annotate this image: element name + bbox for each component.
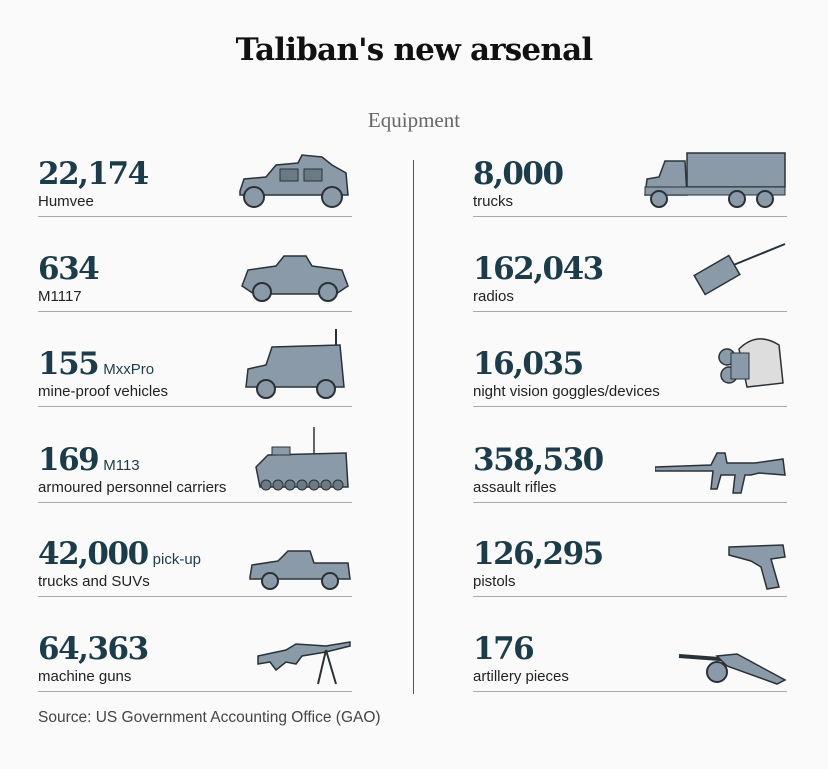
- equipment-item: 8,000 trucks: [473, 152, 787, 217]
- humvee-icon: [236, 151, 352, 216]
- equipment-count: 155 MxxPro: [38, 346, 154, 388]
- equipment-label: pistols: [473, 573, 516, 590]
- count-value: 16,035: [473, 346, 584, 382]
- count-value: 634: [38, 251, 100, 287]
- count-value: 22,174: [38, 156, 149, 192]
- pistol-icon: [727, 543, 787, 596]
- equipment-item: 64,363 machine guns: [38, 631, 352, 692]
- equipment-type: M113: [103, 457, 140, 474]
- count-value: 358,530: [473, 442, 604, 478]
- equipment-count: 358,530: [473, 442, 604, 478]
- equipment-label: mine-proof vehicles: [38, 383, 169, 400]
- machine-gun-icon: [256, 632, 352, 691]
- count-value: 8,000: [473, 156, 564, 192]
- equipment-count: 8,000: [473, 156, 564, 192]
- equipment-label: armoured personnel carriers: [38, 479, 227, 496]
- equipment-label: Humvee: [38, 193, 94, 210]
- artillery-icon: [677, 646, 787, 691]
- equipment-item: 42,000 pick-up trucks and SUVs: [38, 536, 352, 597]
- count-value: 155: [38, 346, 100, 382]
- equipment-item: 162,043 radios: [473, 243, 787, 312]
- source-note: Source: US Government Accounting Office …: [38, 709, 381, 726]
- section-subtitle: Equipment: [367, 108, 461, 132]
- column-divider: [413, 160, 414, 694]
- equipment-type: pick-up: [152, 551, 202, 568]
- equipment-count: 64,363: [38, 631, 149, 667]
- equipment-count: 169 M113: [38, 442, 140, 484]
- equipment-count: 16,035: [473, 346, 584, 382]
- equipment-label: trucks: [473, 193, 514, 210]
- equipment-item: 176 artillery pieces: [473, 631, 787, 692]
- count-value: 169: [38, 442, 100, 478]
- apc-icon: [252, 427, 352, 502]
- equipment-label: assault rifles: [473, 479, 557, 496]
- equipment-label: trucks and SUVs: [38, 573, 150, 590]
- equipment-label: night vision goggles/devices: [473, 383, 660, 400]
- radio-icon: [691, 242, 787, 311]
- count-value: 176: [473, 631, 535, 667]
- equipment-item: 16,035 night vision goggles/devices: [473, 338, 787, 407]
- equipment-item: 22,174 Humvee: [38, 154, 352, 217]
- equipment-item: 155 MxxPro mine-proof vehicles: [38, 329, 352, 407]
- count-value: 126,295: [473, 536, 604, 572]
- night-vision-icon: [717, 331, 787, 406]
- rifle-icon: [654, 449, 787, 502]
- armored-car-icon: [236, 246, 352, 311]
- equipment-count: 634: [38, 251, 100, 287]
- count-value: 64,363: [38, 631, 149, 667]
- equipment-item: 126,295 pistols: [473, 536, 787, 597]
- count-value: 162,043: [473, 251, 604, 287]
- equipment-count: 42,000 pick-up: [38, 536, 201, 578]
- equipment-label: artillery pieces: [473, 668, 569, 685]
- equipment-count: 176: [473, 631, 535, 667]
- pickup-icon: [248, 547, 352, 596]
- equipment-item: 634 M1117: [38, 251, 352, 312]
- mrap-icon: [236, 329, 352, 406]
- equipment-count: 162,043: [473, 251, 604, 287]
- equipment-count: 22,174: [38, 156, 149, 192]
- count-value: 42,000: [38, 536, 149, 572]
- equipment-label: machine guns: [38, 668, 132, 685]
- equipment-item: 169 M113 armoured personnel carriers: [38, 427, 352, 503]
- equipment-type: MxxPro: [103, 361, 155, 378]
- equipment-count: 126,295: [473, 536, 604, 572]
- equipment-label: M1117: [38, 288, 82, 305]
- page-title: Taliban's new arsenal: [235, 32, 594, 68]
- equipment-item: 358,530 assault rifles: [473, 442, 787, 503]
- truck-icon: [641, 151, 787, 216]
- equipment-label: radios: [473, 288, 514, 305]
